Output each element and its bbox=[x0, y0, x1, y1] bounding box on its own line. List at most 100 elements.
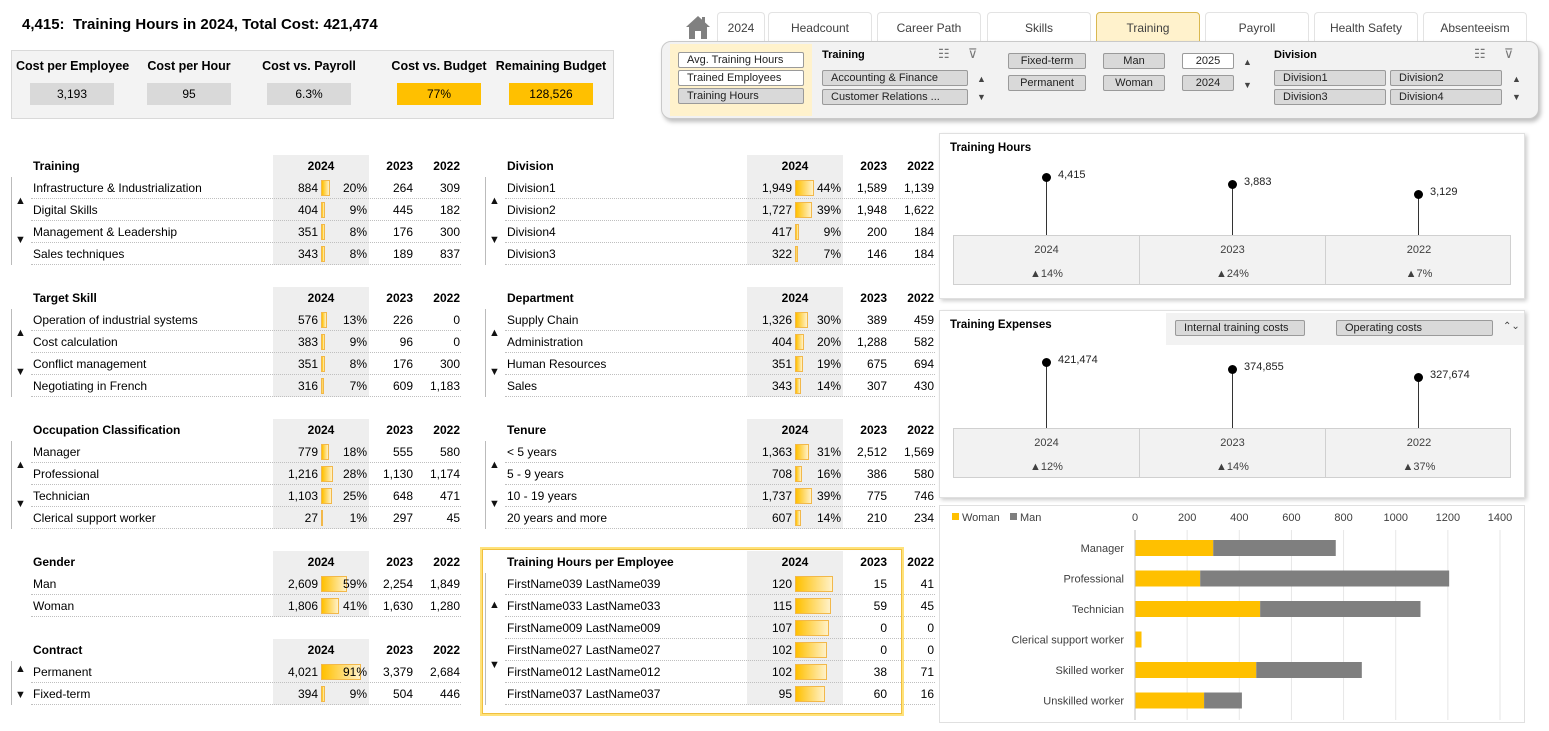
scroll-down-icon[interactable]: ▼ bbox=[15, 498, 26, 511]
table-row[interactable]: Professional 1,216 28% 1,130 1,174 bbox=[31, 463, 461, 485]
value-2023: 226 bbox=[392, 313, 413, 327]
scroll-down-icon[interactable]: ▼ bbox=[1243, 80, 1252, 90]
scroll-down-icon[interactable]: ▼ bbox=[1512, 92, 1521, 102]
gender-woman[interactable]: Woman bbox=[1103, 75, 1165, 91]
table-row[interactable]: Permanent 4,021 91% 3,379 2,684 bbox=[31, 661, 461, 683]
table-row[interactable]: Administration 404 20% 1,288 582 bbox=[505, 331, 935, 353]
table-row[interactable]: Division4 417 9% 200 184 bbox=[505, 221, 935, 243]
scroll-up-icon[interactable]: ▲ bbox=[15, 194, 26, 207]
table-row[interactable]: Operation of industrial systems 576 13% 226… bbox=[31, 309, 461, 331]
table-row[interactable]: FirstName009 LastName009 107 0 0 bbox=[505, 617, 935, 639]
scroll-up-icon[interactable]: ▲ bbox=[489, 458, 500, 471]
operating-costs-button[interactable]: Operating costs bbox=[1336, 320, 1493, 336]
contract-permanent[interactable]: Permanent bbox=[1008, 75, 1086, 91]
table-row[interactable]: Clerical support worker 27 1% 297 45 bbox=[31, 507, 461, 529]
division-item-4[interactable]: Division4 bbox=[1390, 89, 1502, 105]
scroll-control[interactable]: ▲ ▼ bbox=[11, 441, 31, 529]
scroll-control[interactable]: ▲ ▼ bbox=[485, 441, 505, 529]
division-item-3[interactable]: Division3 bbox=[1274, 89, 1386, 105]
table-row[interactable]: Sales 343 14% 307 430 bbox=[505, 375, 935, 397]
scroll-down-icon[interactable]: ▼ bbox=[489, 366, 500, 379]
clear-filter-icon[interactable]: ⊽ bbox=[968, 46, 978, 61]
table-row[interactable]: Management & Leadership 351 8% 176 300 bbox=[31, 221, 461, 243]
measure-trained-employees[interactable]: Trained Employees bbox=[678, 70, 804, 86]
scroll-up-icon[interactable]: ▲ bbox=[977, 74, 986, 84]
measure-training-hours[interactable]: Training Hours bbox=[678, 88, 804, 104]
scroll-up-icon[interactable]: ▲ bbox=[15, 326, 26, 339]
share-percent: 9% bbox=[349, 335, 367, 349]
measure-avg-training-hours[interactable]: Avg. Training Hours bbox=[678, 52, 804, 68]
table-row[interactable]: FirstName039 LastName039 120 15 41 bbox=[505, 573, 935, 595]
scroll-up-icon[interactable]: ▲ bbox=[1512, 74, 1521, 84]
scroll-up-icon[interactable]: ▲ bbox=[489, 326, 500, 339]
year-2024[interactable]: 2024 bbox=[1182, 75, 1234, 91]
scroll-up-icon[interactable]: ▲ bbox=[489, 194, 500, 207]
table-row[interactable]: Digital Skills 404 9% 445 182 bbox=[31, 199, 461, 221]
table-row[interactable]: Division2 1,727 39% 1,948 1,622 bbox=[505, 199, 935, 221]
tab-career-path[interactable]: Career Path bbox=[877, 12, 981, 42]
table-row[interactable]: FirstName012 LastName012 102 38 71 bbox=[505, 661, 935, 683]
multi-select-icon[interactable]: ☷ bbox=[1474, 46, 1486, 61]
clear-filter-icon[interactable]: ⊽ bbox=[1504, 46, 1514, 61]
kpi-value: 77% bbox=[397, 83, 481, 105]
year-2025[interactable]: 2025 bbox=[1182, 53, 1234, 69]
table-row[interactable]: Negotiating in French 316 7% 609 1,183 bbox=[31, 375, 461, 397]
scroll-up-icon[interactable]: ▲ bbox=[1243, 57, 1252, 67]
table-row[interactable]: Conflict management 351 8% 176 300 bbox=[31, 353, 461, 375]
scroll-down-icon[interactable]: ▼ bbox=[489, 658, 500, 671]
table-row[interactable]: Manager 779 18% 555 580 bbox=[31, 441, 461, 463]
scroll-control[interactable]: ▲ ▼ bbox=[11, 661, 31, 705]
multi-select-icon[interactable]: ☷ bbox=[938, 46, 950, 61]
table-row[interactable]: Division1 1,949 44% 1,589 1,139 bbox=[505, 177, 935, 199]
table-row[interactable]: Cost calculation 383 9% 96 0 bbox=[31, 331, 461, 353]
tab-training[interactable]: Training bbox=[1096, 12, 1200, 42]
contract-fixed-term[interactable]: Fixed-term bbox=[1008, 53, 1086, 69]
tab-headcount[interactable]: Headcount bbox=[768, 12, 872, 42]
scroll-up-icon[interactable]: ▲ bbox=[15, 663, 26, 675]
division-item-2[interactable]: Division2 bbox=[1390, 70, 1502, 86]
training-item-customer-relations[interactable]: Customer Relations ... bbox=[822, 89, 968, 105]
table-row[interactable]: Man 2,609 59% 2,254 1,849 bbox=[31, 573, 461, 595]
scroll-control[interactable]: ▲ ▼ bbox=[11, 177, 31, 265]
table-row[interactable]: Division3 322 7% 146 184 bbox=[505, 243, 935, 265]
table-row[interactable]: 10 - 19 years 1,737 39% 775 746 bbox=[505, 485, 935, 507]
scroll-control[interactable]: ▲ ▼ bbox=[11, 309, 31, 397]
training-item-accounting[interactable]: Accounting & Finance bbox=[822, 70, 968, 86]
table-row[interactable]: Infrastructure & Industrialization 884 20%… bbox=[31, 177, 461, 199]
home-icon[interactable] bbox=[684, 14, 712, 40]
table-row[interactable]: FirstName037 LastName037 95 60 16 bbox=[505, 683, 935, 705]
scroll-down-icon[interactable]: ▼ bbox=[489, 234, 500, 247]
scroll-up-icon[interactable]: ▲ bbox=[489, 599, 500, 612]
gender-man[interactable]: Man bbox=[1103, 53, 1165, 69]
tab-skills[interactable]: Skills bbox=[987, 12, 1091, 42]
table-row[interactable]: Supply Chain 1,326 30% 389 459 bbox=[505, 309, 935, 331]
tab-2024[interactable]: 2024 bbox=[717, 12, 765, 42]
table-row[interactable]: 20 years and more 607 14% 210 234 bbox=[505, 507, 935, 529]
scroll-control[interactable]: ▲ ▼ bbox=[485, 177, 505, 265]
table-row[interactable]: Human Resources 351 19% 675 694 bbox=[505, 353, 935, 375]
scroll-control[interactable]: ▲ ▼ bbox=[485, 573, 505, 705]
tab-payroll[interactable]: Payroll bbox=[1205, 12, 1309, 42]
scroll-up-icon[interactable]: ▲ bbox=[15, 458, 26, 471]
table-row[interactable]: Technician 1,103 25% 648 471 bbox=[31, 485, 461, 507]
division-item-1[interactable]: Division1 bbox=[1274, 70, 1386, 86]
internal-training-costs-button[interactable]: Internal training costs bbox=[1175, 320, 1305, 336]
scroll-down-icon[interactable]: ▼ bbox=[977, 92, 986, 102]
data-bar bbox=[321, 466, 334, 482]
scroll-down-icon[interactable]: ▼ bbox=[15, 366, 26, 379]
scroll-control[interactable]: ▲ ▼ bbox=[485, 309, 505, 397]
table-row[interactable]: < 5 years 1,363 31% 2,512 1,569 bbox=[505, 441, 935, 463]
data-bar bbox=[795, 224, 799, 240]
table-row[interactable]: Woman 1,806 41% 1,630 1,280 bbox=[31, 595, 461, 617]
scroll-icon[interactable]: ⌃⌄ bbox=[1503, 321, 1520, 332]
table-row[interactable]: Fixed-term 394 9% 504 446 bbox=[31, 683, 461, 705]
tab-health-safety[interactable]: Health Safety bbox=[1314, 12, 1418, 42]
table-row[interactable]: FirstName033 LastName033 115 59 45 bbox=[505, 595, 935, 617]
scroll-down-icon[interactable]: ▼ bbox=[15, 689, 26, 701]
scroll-down-icon[interactable]: ▼ bbox=[15, 234, 26, 247]
tab-absenteeism[interactable]: Absenteeism bbox=[1423, 12, 1527, 42]
table-row[interactable]: 5 - 9 years 708 16% 386 580 bbox=[505, 463, 935, 485]
scroll-down-icon[interactable]: ▼ bbox=[489, 498, 500, 511]
table-row[interactable]: Sales techniques 343 8% 189 837 bbox=[31, 243, 461, 265]
table-row[interactable]: FirstName027 LastName027 102 0 0 bbox=[505, 639, 935, 661]
